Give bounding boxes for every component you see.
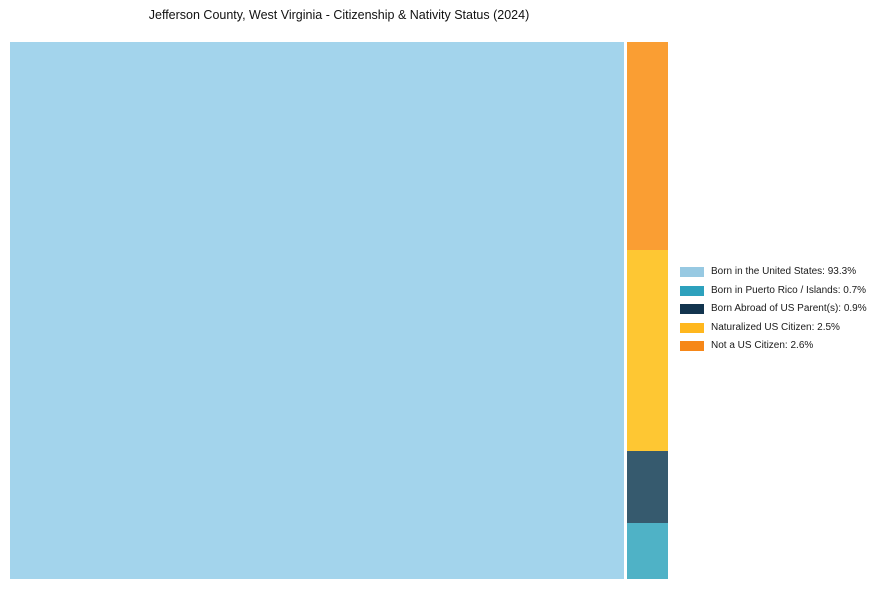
tile-born-abroad xyxy=(626,450,668,523)
legend-label: Born in Puerto Rico / Islands: 0.7% xyxy=(711,284,867,296)
legend-item-born-in-puerto-rico: Born in Puerto Rico / Islands: 0.7% xyxy=(680,284,867,296)
legend-swatch xyxy=(680,341,704,351)
treemap-region xyxy=(10,42,668,580)
legend-swatch xyxy=(680,322,704,333)
treemap-column xyxy=(626,42,668,580)
legend-label: Born in the United States: 93.3% xyxy=(711,266,857,277)
tile-born-in-us xyxy=(10,42,624,579)
legend-swatch xyxy=(680,304,704,314)
legend-item-naturalized: Naturalized US Citizen: 2.5% xyxy=(680,321,867,333)
legend-item-born-abroad: Born Abroad of US Parent(s): 0.9% xyxy=(680,304,867,314)
legend-swatch xyxy=(680,267,704,277)
legend-item-born-in-us: Born in the United States: 93.3% xyxy=(680,267,867,277)
legend-item-not-a-citizen: Not a US Citizen: 2.6% xyxy=(680,341,867,351)
tile-naturalized xyxy=(626,250,668,451)
legend-label: Born Abroad of US Parent(s): 0.9% xyxy=(711,303,867,314)
legend-swatch xyxy=(680,285,704,296)
tile-not-a-citizen xyxy=(626,42,668,251)
legend: Born in the United States: 93.3% Born in… xyxy=(680,267,867,351)
chart-title: Jefferson County, West Virginia - Citize… xyxy=(148,8,530,22)
legend-label: Not a US Citizen: 2.6% xyxy=(711,340,814,351)
legend-label: Naturalized US Citizen: 2.5% xyxy=(711,321,840,333)
tile-born-in-puerto-rico xyxy=(626,522,668,580)
